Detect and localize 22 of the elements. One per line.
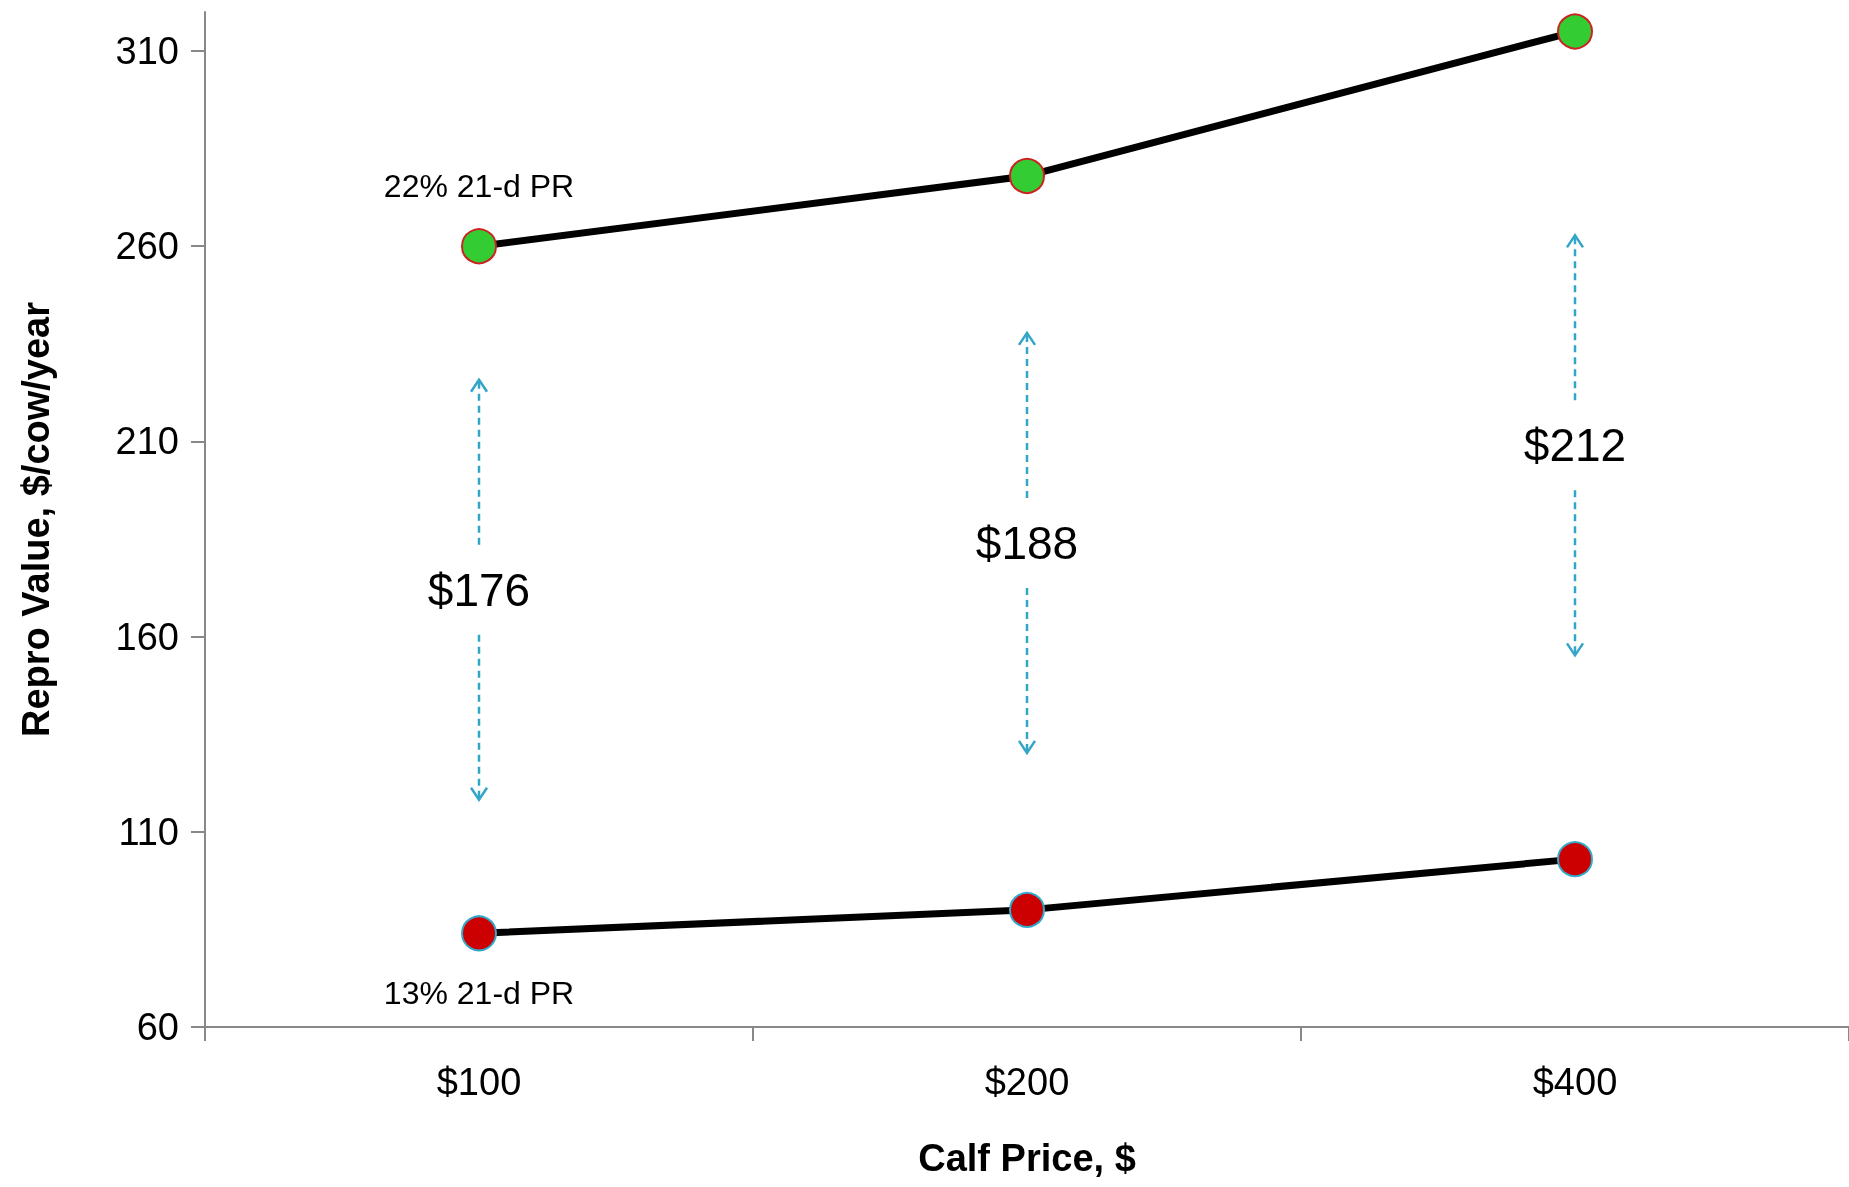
y-tick-label: 60 — [136, 1006, 179, 1048]
annotation: $188 — [975, 516, 1079, 569]
y-axis-title: Repro Value, $/cow/year — [15, 301, 57, 738]
annotation: $176 — [427, 563, 531, 616]
y-tick-label: 110 — [118, 810, 179, 853]
point — [1009, 891, 1045, 928]
x-axis-title: Calf Price, $ — [918, 1137, 1136, 1179]
y-tick-label: 310 — [115, 30, 179, 73]
y-tick-label: 160 — [115, 615, 179, 658]
x-tick-label: $200 — [984, 1061, 1070, 1103]
x-tick-label: $100 — [436, 1061, 522, 1103]
point — [461, 915, 497, 952]
point — [1557, 13, 1593, 50]
series-label: 13% 21-d PR — [383, 975, 575, 1012]
annotation: $212 — [1523, 419, 1627, 472]
y-tick-label: 210 — [115, 420, 179, 463]
point — [461, 228, 497, 265]
x-tick-label: $400 — [1532, 1061, 1618, 1103]
point — [1009, 157, 1045, 194]
series-label: 22% 21-d PR — [383, 168, 575, 205]
point — [1557, 841, 1593, 878]
y-tick-label: 260 — [115, 225, 179, 268]
